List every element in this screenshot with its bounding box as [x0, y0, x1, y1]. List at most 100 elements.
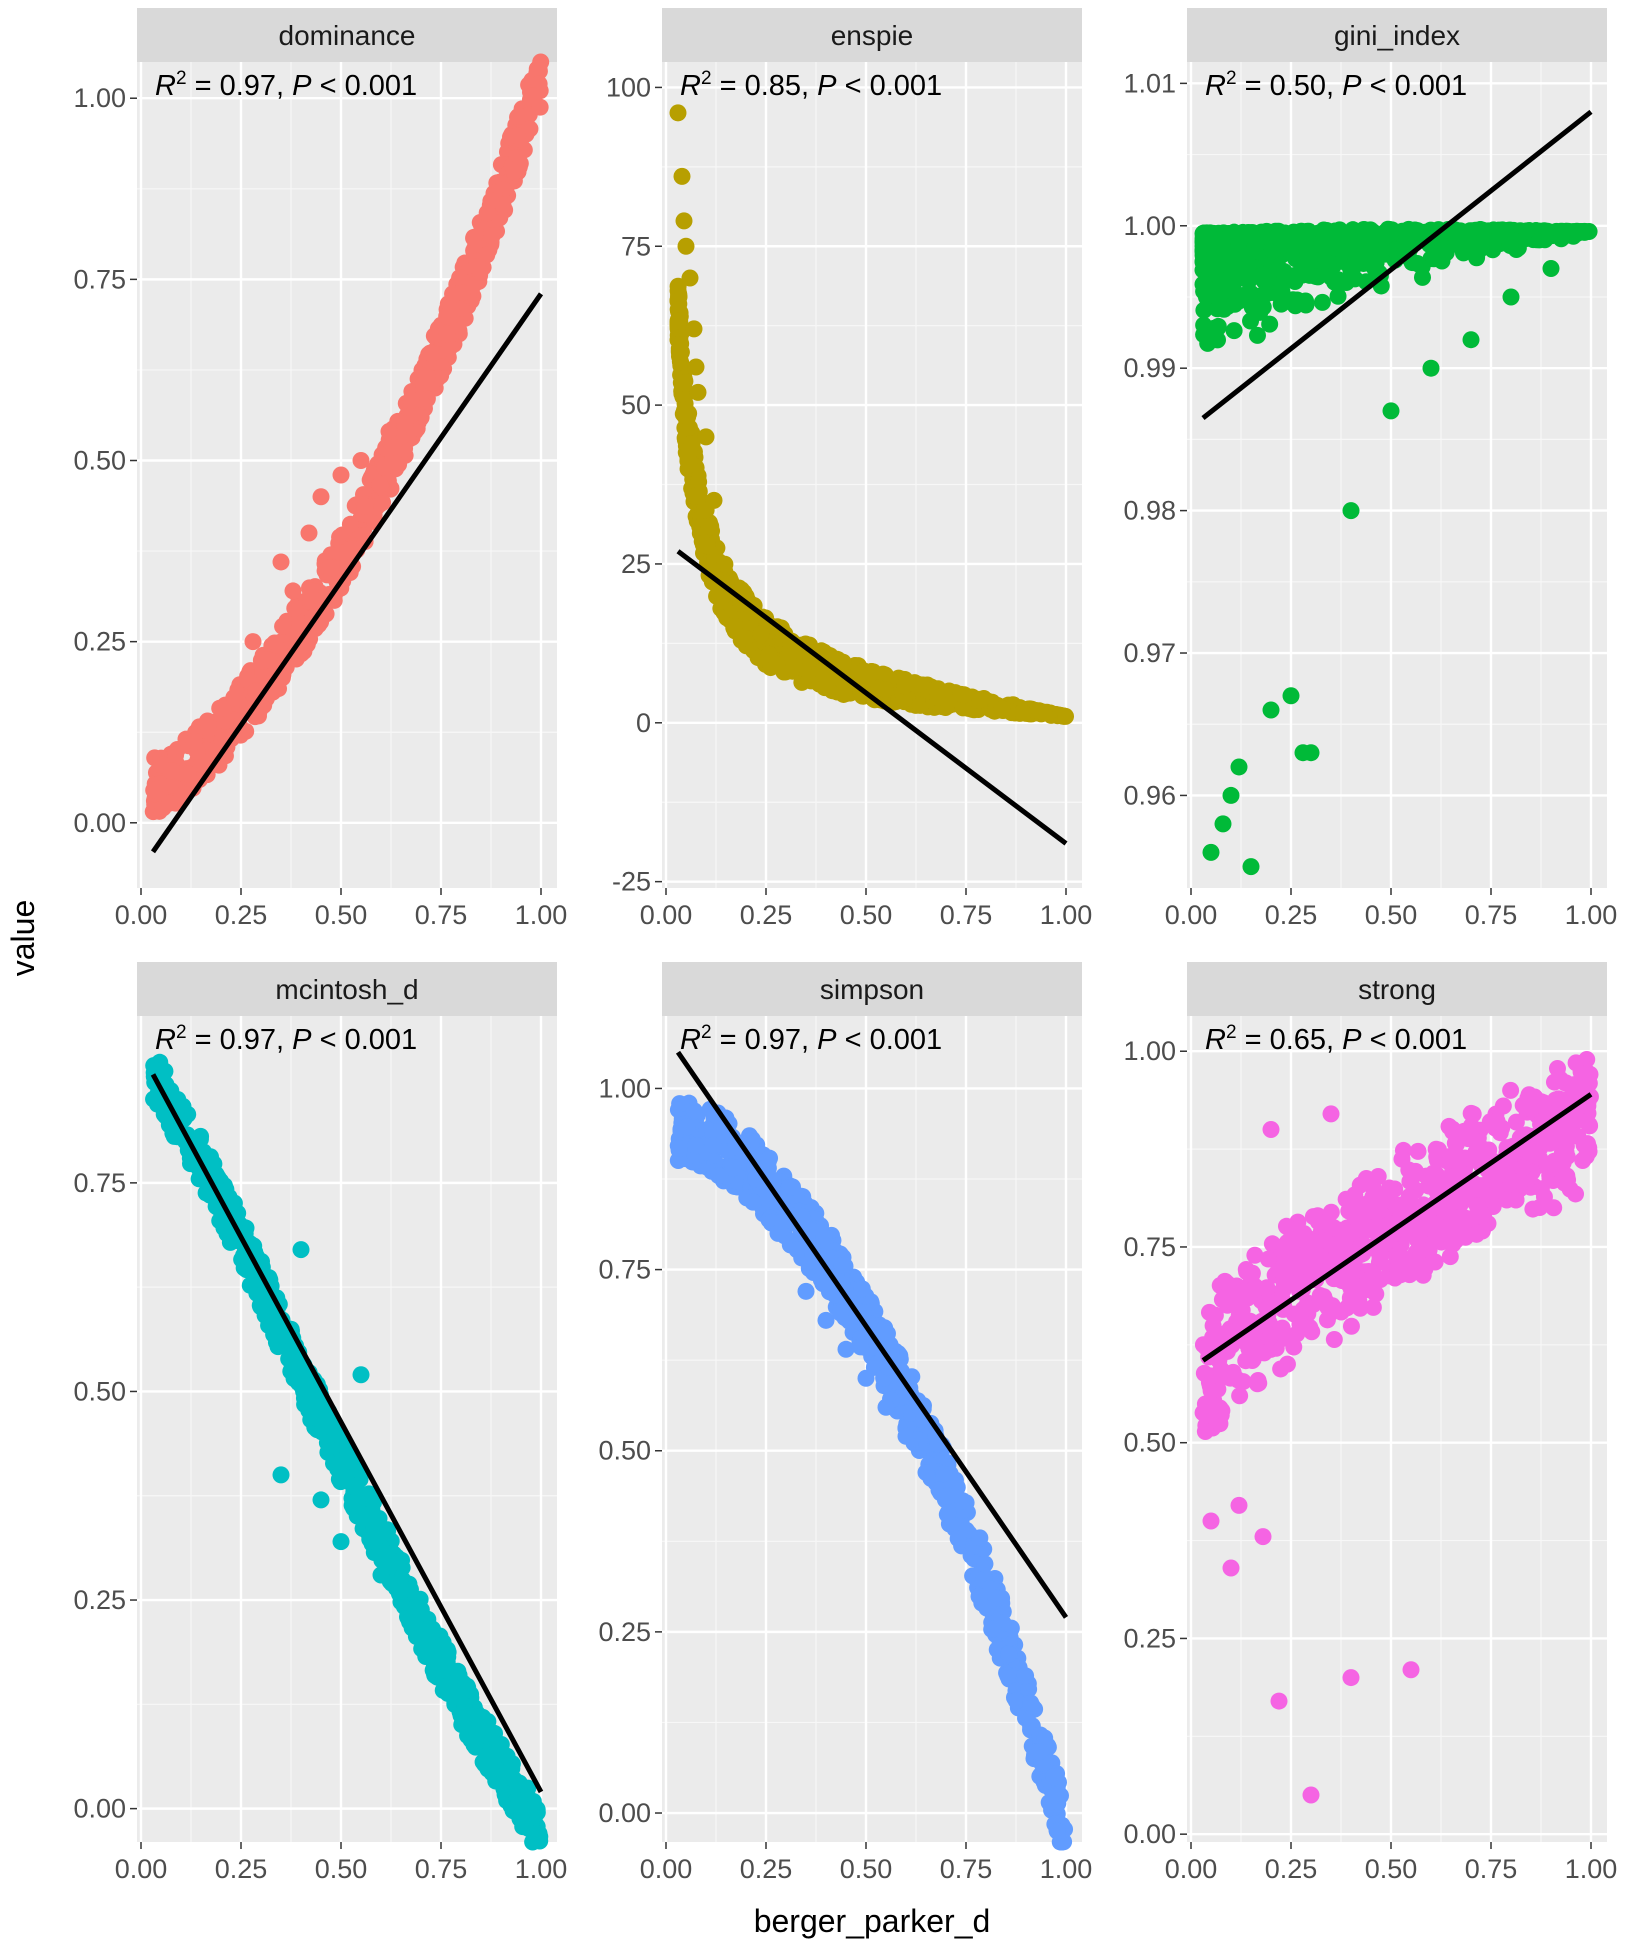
data-point — [1220, 1365, 1238, 1383]
data-point — [1337, 1190, 1355, 1208]
y-tick-label: 1.00 — [1123, 1036, 1176, 1066]
y-tick-label: 0.00 — [73, 808, 126, 838]
data-point — [1463, 237, 1481, 255]
r2-value: 0.50 — [1270, 70, 1326, 102]
data-point — [1231, 1387, 1249, 1405]
data-point — [1230, 758, 1248, 776]
data-point — [352, 1366, 370, 1384]
data-point — [1399, 224, 1417, 242]
data-point — [365, 1533, 383, 1551]
r2-value: 0.97 — [220, 1024, 276, 1056]
data-point — [283, 1363, 301, 1381]
x-tick-label: 0.00 — [1165, 1854, 1218, 1884]
y-tick-label: 0.50 — [73, 1376, 126, 1406]
data-point — [478, 204, 496, 222]
data-point — [669, 277, 687, 295]
data-point — [1313, 293, 1331, 311]
data-point — [1213, 1402, 1231, 1420]
x-tick-label: 0.00 — [115, 900, 168, 930]
data-point — [1444, 1120, 1462, 1138]
x-tick-label: 0.00 — [640, 1854, 693, 1884]
data-point — [955, 686, 973, 704]
y-tick-label: 0.50 — [598, 1436, 651, 1466]
data-point — [788, 1241, 806, 1259]
data-point — [1553, 224, 1571, 242]
data-point — [1360, 1202, 1378, 1220]
stat-annotation: R2 = 0.85, P < 0.001 — [680, 68, 942, 102]
data-point — [441, 339, 459, 357]
data-point — [1545, 1199, 1563, 1217]
data-point — [531, 98, 549, 116]
y-tick-label: 0 — [636, 708, 651, 738]
data-point — [323, 559, 341, 577]
data-point — [1222, 1559, 1240, 1577]
data-point — [1356, 223, 1374, 241]
facet-strip-label: strong — [1358, 974, 1436, 1005]
data-point — [1522, 1100, 1540, 1118]
data-point — [768, 655, 786, 673]
x-tick-label: 0.00 — [1165, 900, 1218, 930]
data-point — [1201, 235, 1219, 253]
data-point — [780, 645, 798, 663]
data-point — [1371, 1249, 1389, 1267]
data-point — [669, 104, 687, 122]
x-tick-label: 0.25 — [740, 1854, 793, 1884]
data-point — [1045, 1768, 1063, 1786]
data-point — [928, 689, 946, 707]
data-point — [1409, 1142, 1427, 1160]
y-tick-label: 0.25 — [73, 1585, 126, 1615]
panel-simpson: simpson 0.00 0.25 0.50 0.75 1.00 0.00 0.25 0.50 0… — [598, 962, 1092, 1884]
y-tick-label: 0.75 — [598, 1255, 651, 1285]
data-point — [1429, 1141, 1447, 1159]
data-point — [833, 1256, 851, 1274]
y-tick-label: 1.01 — [1123, 68, 1176, 98]
data-point — [1031, 1743, 1049, 1761]
data-point — [1243, 1266, 1261, 1284]
data-point — [1046, 1786, 1064, 1804]
data-point — [343, 540, 361, 558]
y-axis-title: value — [5, 900, 41, 977]
data-point — [1027, 701, 1045, 719]
x-tick-label: 0.75 — [415, 1854, 468, 1884]
data-point — [1421, 1219, 1439, 1237]
y-tick-label: 0.00 — [1123, 1819, 1176, 1849]
data-point — [1242, 268, 1260, 286]
data-point — [1351, 1176, 1369, 1194]
data-point — [1462, 1104, 1480, 1122]
data-point — [272, 1466, 290, 1484]
data-point — [1007, 1692, 1025, 1710]
data-point — [1332, 227, 1350, 245]
data-point — [850, 665, 868, 683]
regression-line — [676, 549, 1068, 846]
data-point — [291, 614, 309, 632]
p-value: 0.001 — [870, 70, 943, 102]
data-point — [1400, 1161, 1418, 1179]
data-point — [1572, 223, 1590, 241]
data-point — [456, 1697, 474, 1715]
x-tick-label: 0.50 — [1365, 900, 1418, 930]
data-point — [1365, 258, 1383, 276]
data-point — [528, 1824, 546, 1842]
data-point — [1507, 1113, 1525, 1131]
y-tick-label: 1.00 — [73, 83, 126, 113]
data-point — [1057, 707, 1075, 725]
data-point — [1286, 273, 1304, 291]
data-point — [1294, 1300, 1312, 1318]
data-point — [396, 415, 414, 433]
data-point — [984, 1620, 1002, 1638]
data-point — [510, 107, 528, 125]
data-point — [970, 1587, 988, 1605]
data-point — [332, 466, 350, 484]
data-point — [1302, 744, 1320, 762]
data-point — [1287, 1231, 1305, 1249]
stat-annotation: R2 = 0.97, P < 0.001 — [680, 1022, 942, 1056]
x-tick-label: 1.00 — [515, 900, 568, 930]
data-point — [450, 1666, 468, 1684]
data-point — [837, 1340, 855, 1358]
data-point — [724, 1159, 742, 1177]
data-point — [988, 1589, 1006, 1607]
data-point — [1195, 275, 1213, 293]
panel-background — [662, 62, 1082, 888]
stat-annotation: R2 = 0.65, P < 0.001 — [1205, 1022, 1467, 1056]
data-point — [999, 1667, 1017, 1685]
